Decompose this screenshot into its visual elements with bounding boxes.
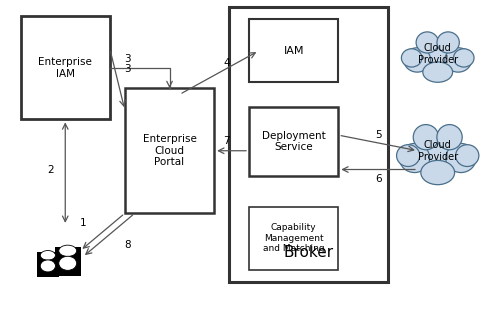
Ellipse shape: [399, 143, 430, 173]
Text: 7: 7: [223, 136, 230, 146]
Text: 5: 5: [375, 130, 381, 140]
Text: Cloud
Provider: Cloud Provider: [418, 140, 458, 161]
Ellipse shape: [437, 125, 462, 150]
Text: Enterprise
Cloud
Portal: Enterprise Cloud Portal: [142, 134, 197, 167]
Ellipse shape: [416, 32, 438, 53]
Text: 2: 2: [47, 165, 54, 175]
Ellipse shape: [59, 256, 77, 270]
Bar: [229, 7, 388, 282]
Ellipse shape: [413, 125, 439, 150]
Ellipse shape: [414, 133, 461, 169]
Ellipse shape: [446, 143, 476, 173]
Text: Broker: Broker: [283, 245, 334, 260]
Ellipse shape: [396, 145, 420, 166]
Ellipse shape: [417, 39, 458, 69]
Bar: [249, 207, 338, 269]
Text: Capability
Management
and Matching: Capability Management and Matching: [263, 223, 325, 253]
Ellipse shape: [456, 145, 479, 166]
Ellipse shape: [404, 48, 431, 72]
Ellipse shape: [437, 32, 459, 53]
Bar: [20, 16, 110, 120]
Text: 3: 3: [124, 64, 130, 74]
Ellipse shape: [454, 49, 474, 67]
Ellipse shape: [401, 49, 422, 67]
Ellipse shape: [445, 48, 472, 72]
Ellipse shape: [40, 260, 55, 272]
Text: 1: 1: [79, 218, 86, 228]
Text: Deployment
Service: Deployment Service: [262, 131, 326, 152]
Text: Enterprise
IAM: Enterprise IAM: [38, 57, 92, 79]
Text: 4: 4: [223, 58, 230, 68]
Text: 3: 3: [124, 53, 130, 63]
Ellipse shape: [421, 160, 455, 185]
Bar: [249, 107, 338, 176]
Text: Cloud
Provider: Cloud Provider: [418, 43, 458, 65]
Bar: [125, 88, 214, 213]
Bar: [249, 19, 338, 82]
Circle shape: [40, 251, 55, 260]
Bar: [37, 252, 59, 277]
Ellipse shape: [423, 62, 453, 82]
Text: 6: 6: [375, 174, 381, 184]
Text: 8: 8: [124, 240, 130, 250]
Bar: [55, 247, 81, 277]
Circle shape: [59, 245, 77, 257]
Text: IAM: IAM: [283, 46, 304, 56]
